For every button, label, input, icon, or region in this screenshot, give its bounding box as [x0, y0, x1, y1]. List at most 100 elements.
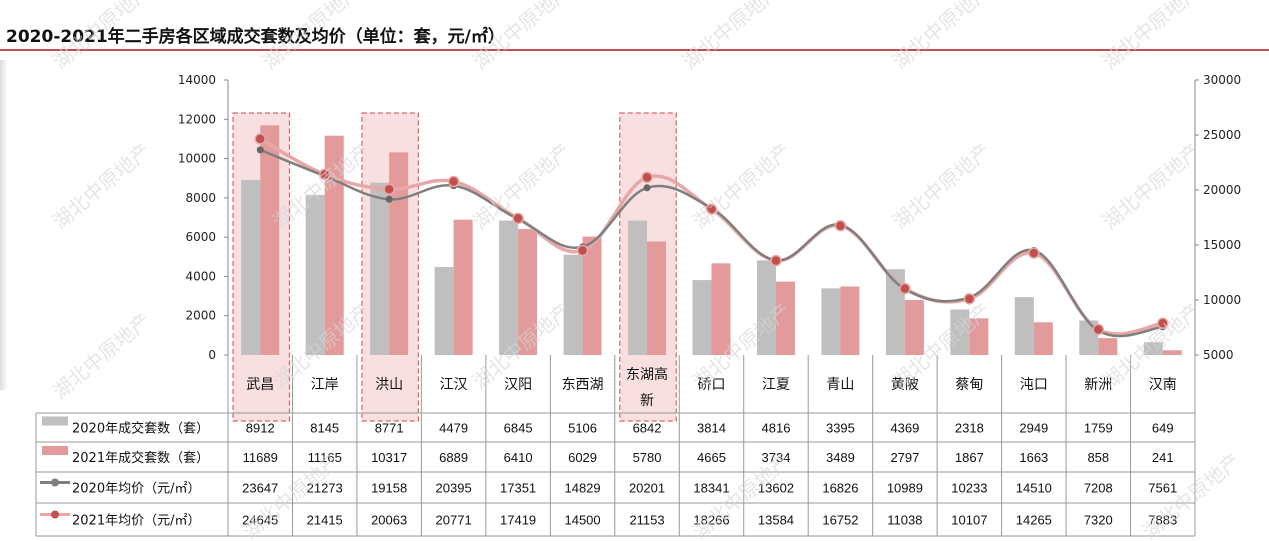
point-2020-东湖高新 [643, 184, 651, 192]
table-cell: 17419 [500, 513, 536, 528]
table-cell: 18341 [693, 481, 729, 496]
watermark: 湖北中原地产 [48, 0, 155, 74]
chart-title: 2020-2021年二手房各区域成交套数及均价（单位：套，元/㎡） [6, 27, 505, 47]
watermark: 湖北中原地产 [1098, 0, 1205, 74]
table-cell: 5780 [633, 450, 662, 465]
category-label: 洪山 [375, 377, 403, 393]
bar-2020-东西湖 [563, 254, 583, 355]
bar-2021-青山 [840, 286, 860, 355]
point-2021-蔡甸 [963, 293, 976, 305]
point-2020-武昌 [256, 146, 264, 154]
right-tick-label: 15000 [1203, 238, 1241, 252]
category-label: 东西湖 [562, 377, 604, 393]
table-cell: 14265 [1016, 513, 1052, 528]
legend-label: 2020年均价（元/㎡） [72, 482, 200, 497]
point-2021-武昌 [254, 133, 266, 145]
table-cell: 13584 [758, 513, 794, 528]
table-cell: 8145 [310, 421, 339, 436]
bar-2021-江汉 [453, 219, 473, 355]
bar-2020-硚口 [692, 280, 712, 355]
table-cell: 6889 [439, 450, 468, 465]
point-2021-青山 [834, 219, 847, 232]
legend-marker [51, 510, 59, 519]
table-cell: 4369 [890, 421, 919, 436]
bar-2021-洪山 [389, 152, 409, 355]
table-cell: 6410 [504, 450, 533, 465]
table-cell: 24645 [242, 513, 278, 528]
table-cell: 649 [1152, 421, 1174, 436]
bar-2021-江夏 [775, 281, 795, 355]
table-cell: 23647 [242, 481, 278, 496]
table-cell: 21273 [307, 481, 343, 496]
right-tick-label: 5000 [1203, 348, 1234, 362]
table-cell: 8912 [246, 421, 275, 436]
right-tick-label: 10000 [1203, 293, 1241, 307]
table-cell: 4665 [697, 450, 726, 465]
table-cell: 10989 [887, 481, 923, 496]
bar-2021-江岸 [324, 135, 344, 355]
left-tick-label: 6000 [185, 230, 216, 244]
category-label: 黄陂 [891, 376, 919, 393]
table-cell: 20395 [436, 481, 472, 496]
table-cell: 2797 [890, 450, 919, 465]
point-2021-江汉 [447, 175, 460, 188]
point-2021-江夏 [770, 254, 782, 267]
point-2021-江岸 [318, 168, 331, 181]
category-label: 江夏 [762, 377, 790, 393]
table-cell: 20063 [371, 513, 407, 528]
legend-label: 2020年成交套数（套） [72, 421, 209, 437]
bar-2020-汉南 [1143, 342, 1163, 355]
watermark: 湖北中原地产 [888, 0, 995, 74]
table-cell: 18266 [693, 513, 729, 528]
table-cell: 3734 [762, 450, 791, 465]
table-cell: 3814 [697, 421, 726, 436]
table-cell: 7320 [1084, 513, 1113, 528]
table-cell: 3489 [826, 450, 855, 465]
point-2021-硚口 [705, 203, 718, 215]
bar-2021-汉南 [1162, 350, 1182, 355]
table-cell: 20771 [436, 513, 472, 528]
point-2021-黄陂 [899, 282, 911, 295]
bar-2020-江汉 [434, 267, 454, 355]
table-cell: 4816 [762, 421, 791, 436]
right-tick-label: 30000 [1203, 73, 1241, 87]
right-tick-label: 20000 [1203, 183, 1241, 197]
line-2020-price [259, 148, 1163, 338]
bar-2021-汉阳 [518, 229, 538, 355]
table-cell: 8771 [375, 421, 404, 436]
left-tick-label: 10000 [178, 152, 216, 166]
bar-2020-江岸 [305, 195, 325, 355]
legend-swatch [42, 446, 68, 455]
watermark: 湖北中原地产 [688, 138, 795, 234]
table-cell: 7208 [1084, 481, 1113, 496]
table-cell: 11165 [308, 450, 342, 465]
point-2021-沌口 [1028, 247, 1040, 259]
category-label: 江岸 [311, 377, 339, 393]
table-cell: 5106 [568, 421, 597, 436]
category-label: 青山 [826, 377, 854, 393]
table-cell: 2949 [1019, 421, 1048, 436]
left-tick-label: 0 [208, 348, 216, 362]
table-cell: 6842 [633, 421, 662, 436]
bar-2020-江夏 [756, 260, 776, 355]
category-label: 江汉 [440, 377, 468, 393]
point-2021-汉南 [1157, 317, 1169, 330]
table-cell: 20201 [629, 481, 665, 496]
left-tick-label: 2000 [185, 309, 216, 323]
bar-2020-洪山 [370, 182, 390, 355]
table-cell: 7883 [1148, 513, 1177, 528]
table-cell: 241 [1152, 450, 1174, 465]
table-cell: 21153 [629, 513, 664, 528]
bar-2020-武昌 [241, 179, 261, 355]
watermark: 湖北中原地产 [468, 0, 575, 74]
table-cell: 10233 [951, 481, 987, 496]
legend-marker [51, 478, 59, 487]
category-label: 沌口 [1020, 377, 1048, 393]
table-cell: 6845 [504, 421, 533, 436]
bar-2020-青山 [821, 288, 841, 355]
point-2021-东湖高新 [641, 171, 653, 184]
left-tick-label: 8000 [185, 191, 216, 205]
right-tick-label: 25000 [1203, 128, 1241, 142]
table-cell: 1867 [955, 450, 984, 465]
bar-2021-沌口 [1033, 322, 1053, 355]
